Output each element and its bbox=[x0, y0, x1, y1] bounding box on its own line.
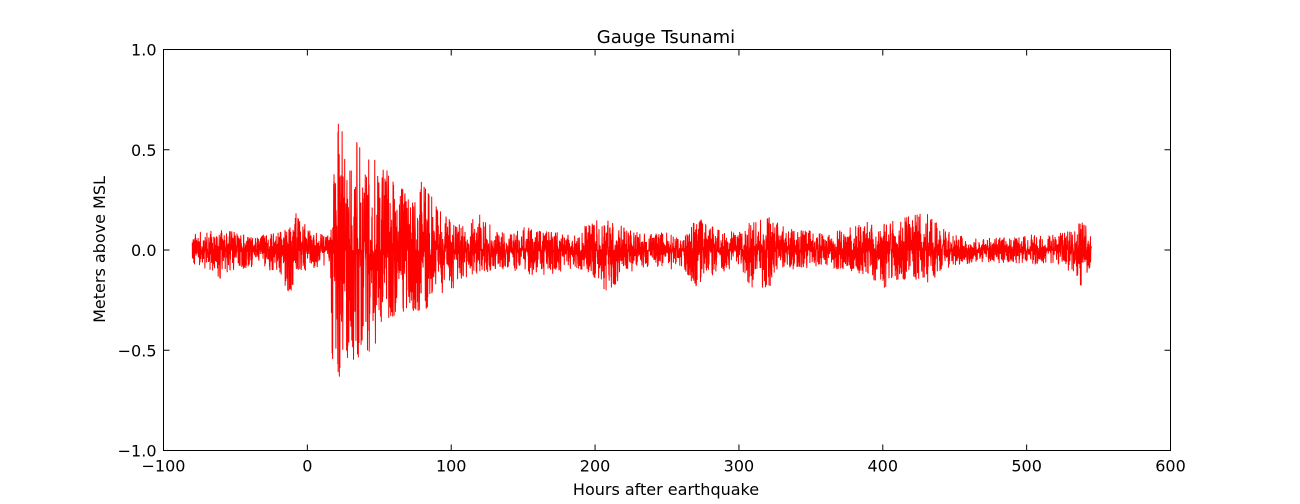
x-tick-label: 200 bbox=[580, 457, 611, 476]
y-tick-label: −0.5 bbox=[118, 341, 157, 360]
x-tick-label: 500 bbox=[1011, 457, 1042, 476]
series-layer bbox=[191, 123, 1092, 377]
x-tick-label: 400 bbox=[868, 457, 899, 476]
x-tick-label: 300 bbox=[724, 457, 755, 476]
y-tick-label: −1.0 bbox=[118, 442, 157, 461]
ticks-layer: −100 0 100 200 300 400 500 600 −1.0 −0.5 0.0 0.5 1.0 bbox=[118, 41, 1186, 476]
y-axis-label: Meters above MSL bbox=[90, 176, 109, 323]
x-tick-label: 100 bbox=[436, 457, 467, 476]
series-line bbox=[191, 123, 1092, 377]
x-tick-label: 0 bbox=[302, 457, 312, 476]
chart-title: Gauge Tsunami bbox=[597, 27, 735, 48]
plot-frame bbox=[163, 49, 1171, 451]
y-tick-label: 1.0 bbox=[131, 41, 156, 60]
x-tick-label: −100 bbox=[142, 457, 186, 476]
y-tick-label: 0.0 bbox=[131, 241, 156, 260]
x-tick-label: 600 bbox=[1155, 457, 1186, 476]
y-tick-label: 0.5 bbox=[131, 141, 156, 160]
x-axis-label: Hours after earthquake bbox=[573, 480, 759, 499]
